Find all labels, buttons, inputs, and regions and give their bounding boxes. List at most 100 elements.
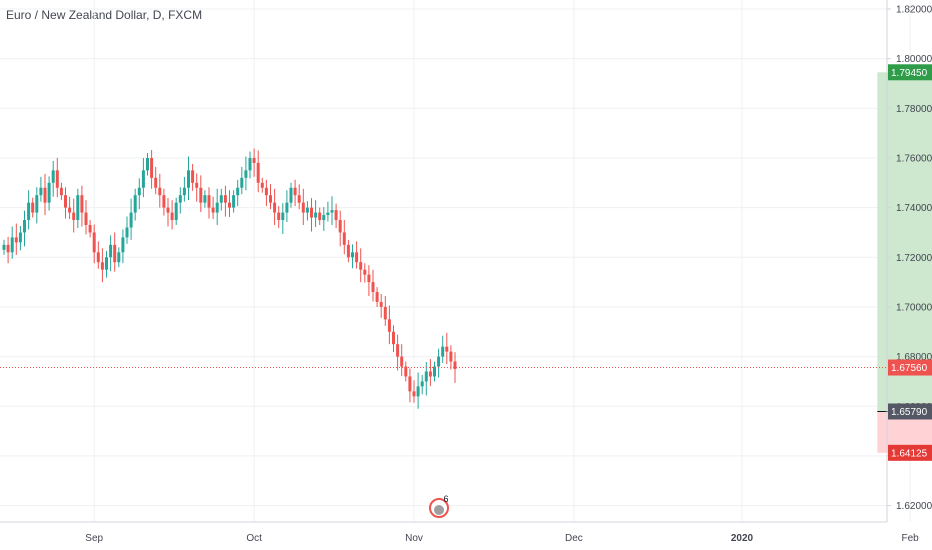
candle-body <box>404 366 408 377</box>
entry-price-tag-bg <box>888 403 932 420</box>
candle-body <box>170 212 174 221</box>
candle-body <box>100 262 104 270</box>
candle-body <box>31 202 35 213</box>
candle-body <box>55 170 59 188</box>
candle-body <box>412 391 416 397</box>
candle <box>359 248 363 283</box>
candle-body <box>166 207 170 213</box>
candle <box>113 232 117 272</box>
grid-lines <box>0 0 911 522</box>
candle-body <box>453 361 457 370</box>
y-tick-label: 1.78000 <box>896 104 932 115</box>
candle-body <box>207 195 211 208</box>
candle-body <box>375 292 379 302</box>
candle <box>404 361 408 382</box>
candle <box>31 197 35 218</box>
candle-body <box>330 210 334 213</box>
chart-title: Euro / New Zealand Dollar, D, FXCM <box>6 8 203 22</box>
y-tick-label: 1.74000 <box>896 203 932 214</box>
x-tick-label: Nov <box>405 533 423 544</box>
candle-body <box>195 182 199 188</box>
candle-body <box>109 244 113 258</box>
candle-body <box>289 187 293 203</box>
candle <box>322 207 326 231</box>
candle-body <box>72 212 76 221</box>
candle-body <box>158 187 162 196</box>
candle-body <box>203 195 207 203</box>
candle <box>43 173 47 216</box>
x-tick-label: 2020 <box>731 533 754 544</box>
candle <box>338 210 342 247</box>
candle <box>10 226 14 259</box>
candle <box>191 163 195 191</box>
candle-body <box>232 195 236 208</box>
candle-body <box>437 356 441 367</box>
candle-body <box>191 170 195 183</box>
candle <box>367 265 371 297</box>
candle <box>219 188 223 211</box>
candle <box>392 325 395 353</box>
candle <box>289 182 293 208</box>
candle <box>203 190 207 208</box>
candle-body <box>23 220 26 233</box>
candle-body <box>27 202 31 221</box>
candle <box>121 229 125 264</box>
y-tick-label: 1.76000 <box>896 153 932 164</box>
candle <box>170 200 174 230</box>
candle-body <box>88 224 92 233</box>
candle-body <box>162 195 166 208</box>
time-axis[interactable]: SepOctNovDec2020FebMarAprMayJun <box>0 521 932 544</box>
x-tick-label: Oct <box>246 533 262 544</box>
candle <box>199 175 203 213</box>
candle <box>80 185 84 227</box>
candle <box>293 179 297 207</box>
candle <box>437 348 441 378</box>
candle-body <box>310 207 313 218</box>
candle-body <box>47 182 51 203</box>
candle <box>330 196 334 225</box>
candle-body <box>146 157 149 171</box>
x-tick-label: Dec <box>565 533 583 544</box>
candle-body <box>59 187 63 196</box>
candle-body <box>96 252 100 263</box>
candle <box>252 148 256 177</box>
events-icon[interactable]: 6 <box>429 494 449 518</box>
candle <box>55 157 59 198</box>
candle-body <box>338 220 342 233</box>
candle <box>72 198 76 233</box>
candle <box>59 182 63 201</box>
candle <box>318 207 322 225</box>
candle-body <box>39 187 43 196</box>
candle <box>68 196 72 220</box>
price-axis[interactable]: 1.620001.640001.660001.680001.700001.720… <box>886 0 932 522</box>
candle <box>400 344 404 376</box>
candle <box>305 201 309 221</box>
candle <box>92 224 96 264</box>
candle <box>27 190 31 230</box>
candle <box>240 166 244 195</box>
candle-body <box>400 356 404 367</box>
candle <box>383 296 387 326</box>
candle <box>342 220 346 255</box>
candle-body <box>379 301 383 307</box>
events-icon-flag <box>434 505 444 515</box>
candle-body <box>346 244 350 258</box>
candle <box>273 188 277 225</box>
candle <box>154 166 158 195</box>
candle-body <box>35 195 39 213</box>
profit-zone[interactable] <box>877 72 932 412</box>
current-price-tag-text: 1.67560 <box>891 363 928 374</box>
y-tick-label: 1.72000 <box>896 253 932 264</box>
candle <box>207 187 211 219</box>
candle <box>64 187 67 219</box>
candle <box>363 263 367 283</box>
candle-body <box>334 210 338 221</box>
target-price-tag: 1.79450 <box>888 64 932 81</box>
candle <box>387 305 391 345</box>
candle <box>232 190 236 213</box>
stop-price-tag-text: 1.64125 <box>891 448 928 459</box>
candle <box>162 188 166 216</box>
candle <box>129 198 133 240</box>
candle <box>355 241 359 269</box>
